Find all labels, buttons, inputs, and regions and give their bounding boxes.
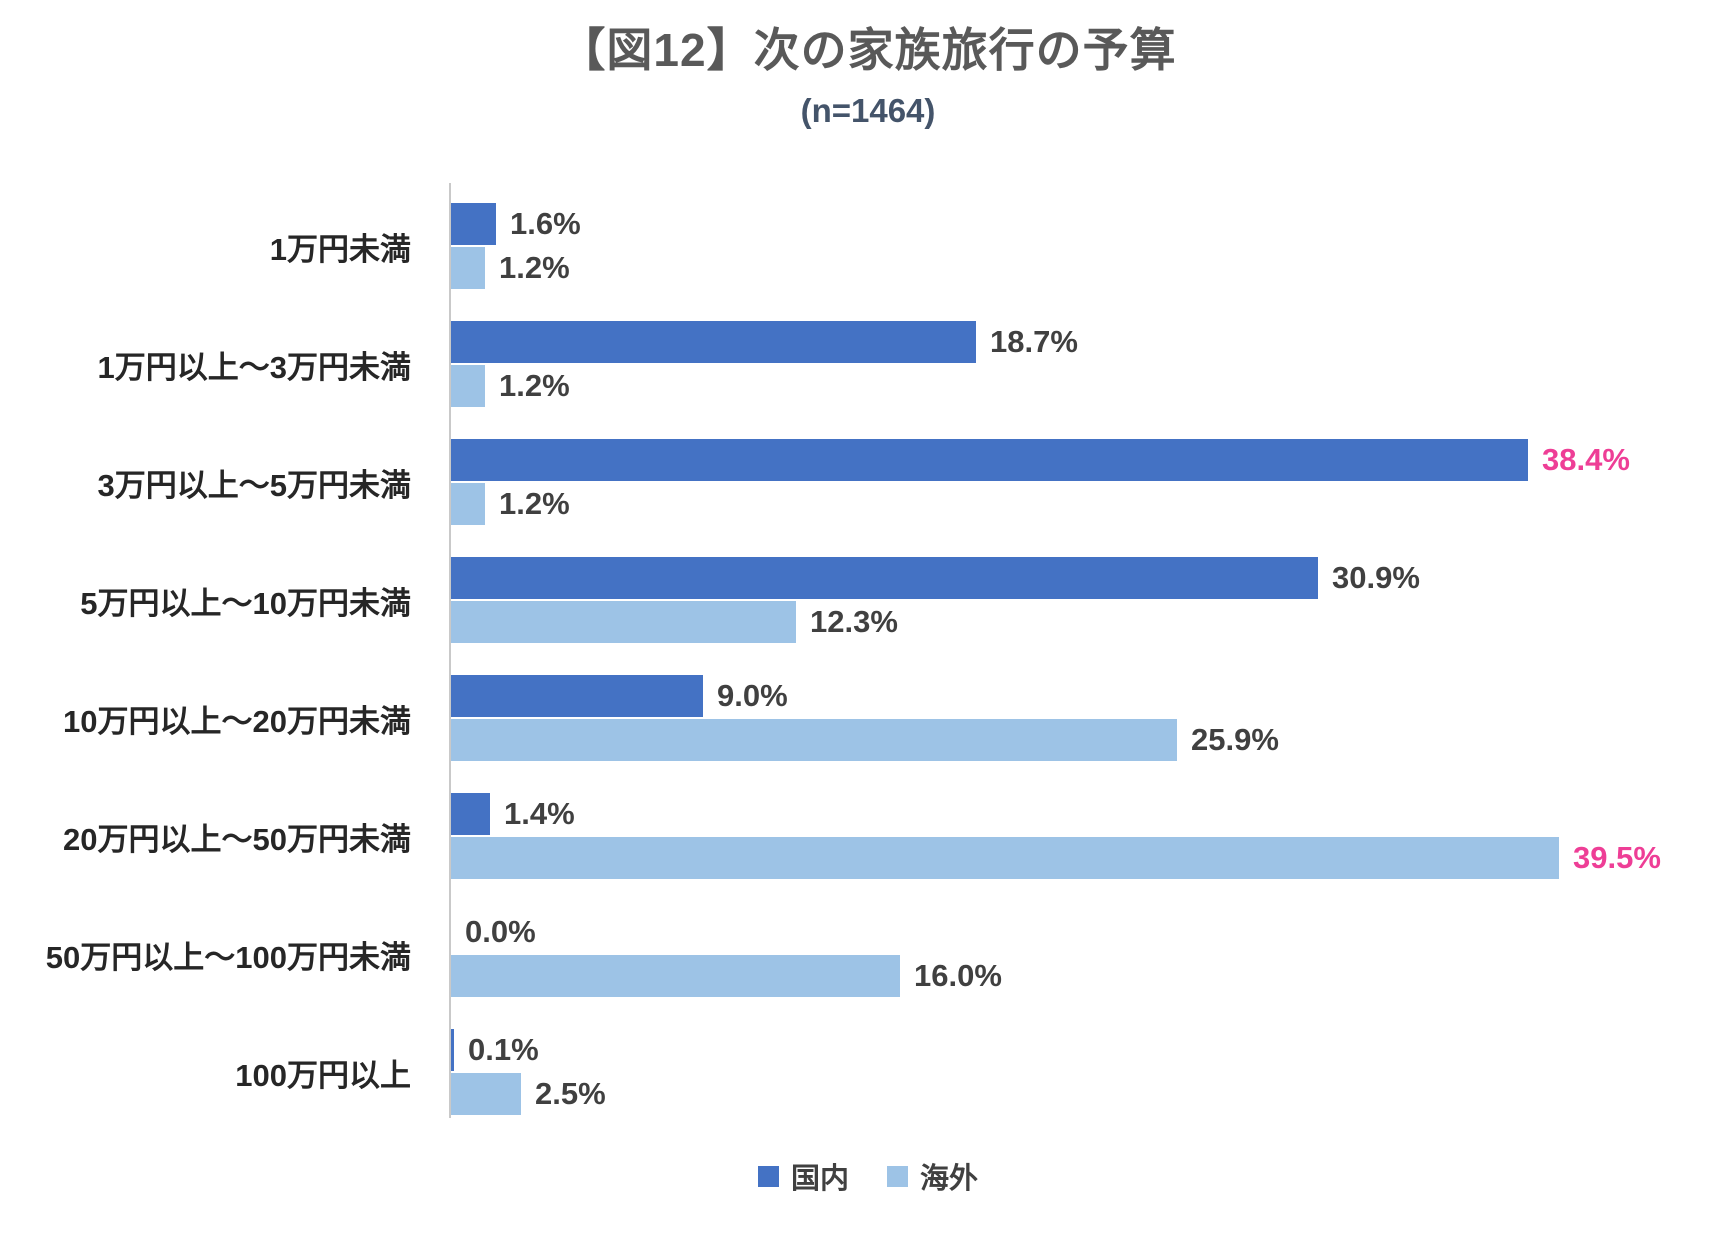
bar-line-overseas: 39.5% bbox=[451, 837, 1661, 879]
bar-domestic bbox=[451, 557, 1318, 599]
legend-swatch-overseas bbox=[887, 1165, 908, 1187]
category-label: 3万円以上～5万円未満 bbox=[97, 467, 411, 503]
bar-group: 30.9% 12.3% bbox=[451, 557, 1573, 643]
value-label-domestic: 0.1% bbox=[468, 1032, 539, 1067]
bar-group: 0.1% 2.5% bbox=[451, 1029, 1573, 1115]
value-label-overseas: 25.9% bbox=[1191, 722, 1279, 757]
y-axis-line bbox=[449, 183, 451, 1118]
legend: 国内 海外 bbox=[0, 1155, 1736, 1197]
bar-line-domestic: 1.4% bbox=[451, 793, 1573, 835]
chart-row: 50万円以上～100万円未満 0.0% 16.0% bbox=[0, 911, 1736, 1029]
bar-line-overseas: 1.2% bbox=[451, 247, 1573, 289]
legend-label-overseas: 海外 bbox=[920, 1163, 979, 1195]
value-label-domestic: 1.6% bbox=[510, 206, 581, 241]
category-label: 10万円以上～20万円未満 bbox=[63, 703, 411, 739]
bar-domestic bbox=[451, 321, 976, 363]
bar-line-domestic: 0.0% bbox=[451, 911, 1573, 953]
category-label: 1万円未満 bbox=[269, 231, 411, 267]
legend-swatch-domestic bbox=[757, 1165, 779, 1187]
bar-overseas bbox=[451, 1073, 521, 1115]
bar-line-domestic: 0.1% bbox=[451, 1029, 1573, 1071]
bar-group: 9.0% 25.9% bbox=[451, 675, 1573, 761]
value-label-domestic: 30.9% bbox=[1332, 560, 1420, 595]
value-label-domestic: 9.0% bbox=[717, 678, 788, 713]
bar-line-domestic: 1.6% bbox=[451, 203, 1573, 245]
chart-row: 3万円以上～5万円未満 38.4% 1.2% bbox=[0, 439, 1736, 557]
chart-row: 20万円以上～50万円未満 1.4% 39.5% bbox=[0, 793, 1736, 911]
legend-item-domestic: 国内 bbox=[757, 1155, 849, 1197]
plot-area: 1万円未満 1.6% 1.2% 1万円以上～3万円未満 18.7% 1.2% 3万円以上～5… bbox=[0, 203, 1736, 1147]
bar-line-overseas: 1.2% bbox=[451, 365, 1573, 407]
bar-overseas bbox=[451, 601, 796, 643]
bar-group: 0.0% 16.0% bbox=[451, 911, 1573, 997]
bar-group: 1.6% 1.2% bbox=[451, 203, 1573, 289]
legend-item-overseas: 海外 bbox=[887, 1155, 978, 1197]
chart-row: 5万円以上～10万円未満 30.9% 12.3% bbox=[0, 557, 1736, 675]
bar-line-overseas: 1.2% bbox=[451, 483, 1573, 525]
bar-domestic bbox=[451, 1029, 454, 1071]
bar-domestic bbox=[451, 675, 703, 717]
legend-label-domestic: 国内 bbox=[790, 1163, 849, 1195]
bar-overseas bbox=[451, 483, 485, 525]
bar-overseas bbox=[451, 247, 485, 289]
chart-row: 100万円以上 0.1% 2.5% bbox=[0, 1029, 1736, 1147]
chart-row: 1万円以上～3万円未満 18.7% 1.2% bbox=[0, 321, 1736, 439]
bar-line-overseas: 25.9% bbox=[451, 719, 1573, 761]
category-label: 1万円以上～3万円未満 bbox=[97, 349, 411, 385]
bar-group: 38.4% 1.2% bbox=[451, 439, 1630, 525]
bar-line-domestic: 38.4% bbox=[451, 439, 1630, 481]
chart-row: 10万円以上～20万円未満 9.0% 25.9% bbox=[0, 675, 1736, 793]
bar-line-overseas: 2.5% bbox=[451, 1073, 1573, 1115]
chart-row: 1万円未満 1.6% 1.2% bbox=[0, 203, 1736, 321]
category-label: 50万円以上～100万円未満 bbox=[45, 939, 411, 975]
value-label-overseas: 2.5% bbox=[535, 1076, 606, 1111]
value-label-domestic: 0.0% bbox=[465, 914, 536, 949]
bar-overseas bbox=[451, 837, 1559, 879]
chart-title: 【図12】次の家族旅行の予算 bbox=[559, 24, 1177, 76]
category-label: 20万円以上～50万円未満 bbox=[63, 821, 411, 857]
chart-subtitle: (n=1464) bbox=[800, 92, 936, 129]
bar-line-domestic: 9.0% bbox=[451, 675, 1573, 717]
value-label-overseas: 1.2% bbox=[499, 250, 570, 285]
value-label-domestic: 38.4% bbox=[1542, 442, 1630, 477]
value-label-overseas: 39.5% bbox=[1573, 840, 1661, 875]
bar-overseas bbox=[451, 365, 485, 407]
value-label-overseas: 16.0% bbox=[914, 958, 1002, 993]
bar-line-domestic: 18.7% bbox=[451, 321, 1573, 363]
bar-domestic bbox=[451, 439, 1528, 481]
bar-line-domestic: 30.9% bbox=[451, 557, 1573, 599]
bar-domestic bbox=[451, 203, 496, 245]
bar-overseas bbox=[451, 955, 900, 997]
bar-group: 18.7% 1.2% bbox=[451, 321, 1573, 407]
bar-group: 1.4% 39.5% bbox=[451, 793, 1661, 879]
bar-line-overseas: 12.3% bbox=[451, 601, 1573, 643]
value-label-domestic: 18.7% bbox=[990, 324, 1078, 359]
category-label: 5万円以上～10万円未満 bbox=[80, 585, 411, 621]
value-label-overseas: 1.2% bbox=[499, 486, 570, 521]
value-label-overseas: 12.3% bbox=[810, 604, 898, 639]
value-label-overseas: 1.2% bbox=[499, 368, 570, 403]
category-label: 100万円以上 bbox=[235, 1057, 411, 1093]
bar-domestic bbox=[451, 793, 490, 835]
bar-line-overseas: 16.0% bbox=[451, 955, 1573, 997]
bar-overseas bbox=[451, 719, 1177, 761]
value-label-domestic: 1.4% bbox=[504, 796, 575, 831]
